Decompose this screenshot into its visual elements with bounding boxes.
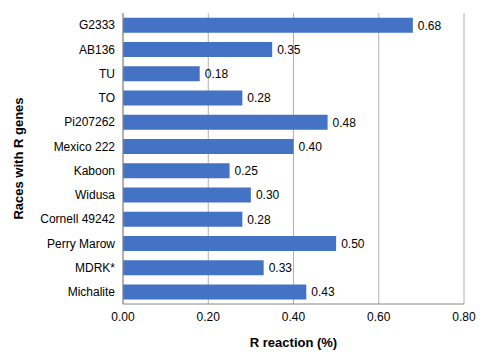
svg-text:0.68: 0.68 <box>418 19 442 33</box>
svg-text:0.25: 0.25 <box>235 164 259 178</box>
svg-text:Michalite: Michalite <box>68 285 116 299</box>
svg-text:Perry Marow: Perry Marow <box>47 237 115 251</box>
svg-text:R reaction (%): R reaction (%) <box>250 335 337 350</box>
svg-text:Widusa: Widusa <box>75 188 115 202</box>
svg-text:0.80: 0.80 <box>452 310 476 324</box>
svg-text:0.18: 0.18 <box>205 67 229 81</box>
svg-text:0.48: 0.48 <box>333 116 357 130</box>
svg-text:Pi207262: Pi207262 <box>64 115 115 129</box>
svg-text:0.20: 0.20 <box>197 310 221 324</box>
svg-text:Cornell 49242: Cornell 49242 <box>40 212 115 226</box>
svg-text:G2333: G2333 <box>79 18 115 32</box>
svg-text:0.60: 0.60 <box>367 310 391 324</box>
svg-text:MDRK*: MDRK* <box>75 261 115 275</box>
svg-text:0.35: 0.35 <box>277 43 301 57</box>
svg-text:AB136: AB136 <box>79 43 115 57</box>
svg-text:0.28: 0.28 <box>247 213 271 227</box>
svg-text:0.40: 0.40 <box>299 140 323 154</box>
svg-text:TO: TO <box>99 91 115 105</box>
svg-text:Mexico 222: Mexico 222 <box>54 140 116 154</box>
svg-text:0.33: 0.33 <box>269 261 293 275</box>
svg-text:0.28: 0.28 <box>247 91 271 105</box>
svg-text:0.00: 0.00 <box>111 310 135 324</box>
svg-text:0.40: 0.40 <box>282 310 306 324</box>
svg-text:0.43: 0.43 <box>311 285 335 299</box>
svg-text:0.30: 0.30 <box>256 188 280 202</box>
svg-text:0.50: 0.50 <box>341 237 365 251</box>
svg-text:Races with R genes: Races with R genes <box>11 97 26 219</box>
svg-text:TU: TU <box>99 67 115 81</box>
svg-text:Kaboon: Kaboon <box>74 164 115 178</box>
